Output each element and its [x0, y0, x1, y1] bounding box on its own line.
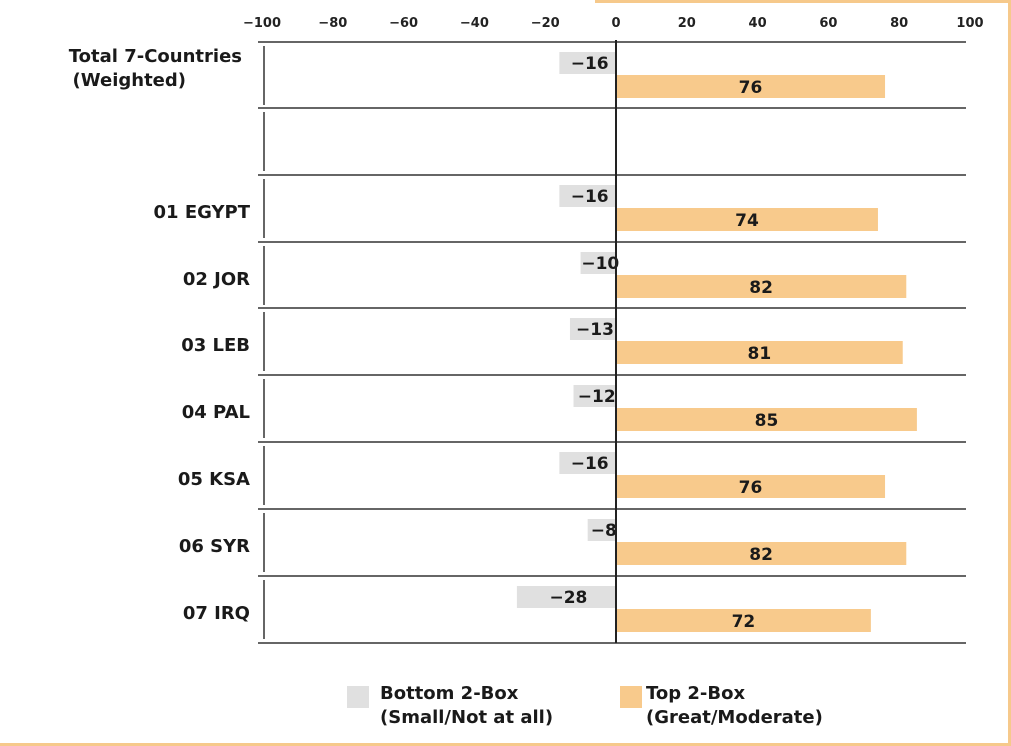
category-label: 07 IRQ [183, 603, 250, 624]
category-label: (Weighted) [73, 70, 186, 91]
bar-bottom-2-box [580, 252, 616, 274]
data-label-bottom: −8 [591, 521, 617, 541]
x-tick-label: 60 [819, 16, 837, 31]
category-label: 03 LEB [181, 335, 250, 356]
category-label: 02 JOR [183, 269, 250, 290]
data-label-top: 76 [739, 78, 763, 98]
bar-bottom-2-box [573, 385, 616, 407]
x-tick-label: −40 [460, 16, 489, 31]
data-label-top: 82 [749, 278, 773, 298]
bar-top-2-box [616, 208, 878, 231]
data-label-top: 81 [748, 344, 772, 364]
legend-bottom-line2: (Small/Not at all) [380, 707, 554, 728]
x-tick-label: −20 [531, 16, 560, 31]
legend-bottom-line1: Bottom 2-Box [380, 683, 519, 704]
data-label-bottom: −12 [578, 387, 616, 407]
data-label-bottom: −10 [581, 254, 619, 274]
data-label-top: 76 [739, 478, 763, 498]
bar-bottom-2-box [516, 586, 616, 608]
bar-bottom-2-box [569, 318, 616, 340]
data-label-top: 72 [732, 612, 756, 632]
x-tick-label: −80 [318, 16, 347, 31]
legend-swatch-top-2-box [620, 686, 642, 708]
x-tick-label: 100 [956, 16, 983, 31]
x-tick-label: 40 [749, 16, 767, 31]
bar-top-2-box [616, 75, 886, 98]
data-label-bottom: −16 [571, 454, 609, 474]
bar-top-2-box [616, 408, 917, 431]
legend-bottom-2-box: Bottom 2-Box (Small/Not at all) [380, 682, 553, 730]
data-label-top: 82 [749, 545, 773, 565]
bar-bottom-2-box [559, 52, 616, 74]
data-label-top: 85 [755, 411, 779, 431]
bar-bottom-2-box [587, 519, 616, 541]
bar-bottom-2-box [559, 452, 616, 474]
bar-bottom-2-box [559, 185, 616, 207]
data-label-bottom: −28 [549, 588, 587, 608]
data-label-top: 74 [735, 211, 759, 231]
bar-top-2-box [616, 609, 871, 632]
legend-top-2-box: Top 2-Box (Great/Moderate) [646, 682, 823, 730]
legend-swatch-bottom-2-box [347, 686, 369, 708]
x-tick-label: 0 [611, 16, 620, 31]
x-tick-label: −100 [243, 16, 281, 31]
x-tick-label: 20 [678, 16, 696, 31]
category-label: Total 7-Countries [69, 46, 242, 67]
legend-top-line2: (Great/Moderate) [646, 707, 823, 728]
legend-top-line1: Top 2-Box [646, 683, 746, 704]
data-label-bottom: −16 [571, 54, 609, 74]
bar-top-2-box [616, 341, 903, 364]
bar-top-2-box [616, 475, 886, 498]
bar-top-2-box [616, 275, 907, 298]
data-label-bottom: −13 [576, 320, 614, 340]
x-tick-label: −60 [389, 16, 418, 31]
data-label-bottom: −16 [571, 187, 609, 207]
bar-chart: −100 −80 −60 −40 −20 0 20 40 60 80 100 Total 7-Coun… [69, 16, 984, 644]
x-tick-label: 80 [890, 16, 908, 31]
category-label: 04 PAL [182, 402, 250, 423]
bar-top-2-box [616, 542, 907, 565]
frame-border-top [595, 0, 1011, 3]
category-label: 05 KSA [178, 469, 250, 490]
category-label: 06 SYR [179, 536, 250, 557]
frame-border-bottom [0, 743, 1011, 746]
frame-border-right [1008, 0, 1011, 746]
category-label: 01 EGYPT [154, 202, 251, 223]
